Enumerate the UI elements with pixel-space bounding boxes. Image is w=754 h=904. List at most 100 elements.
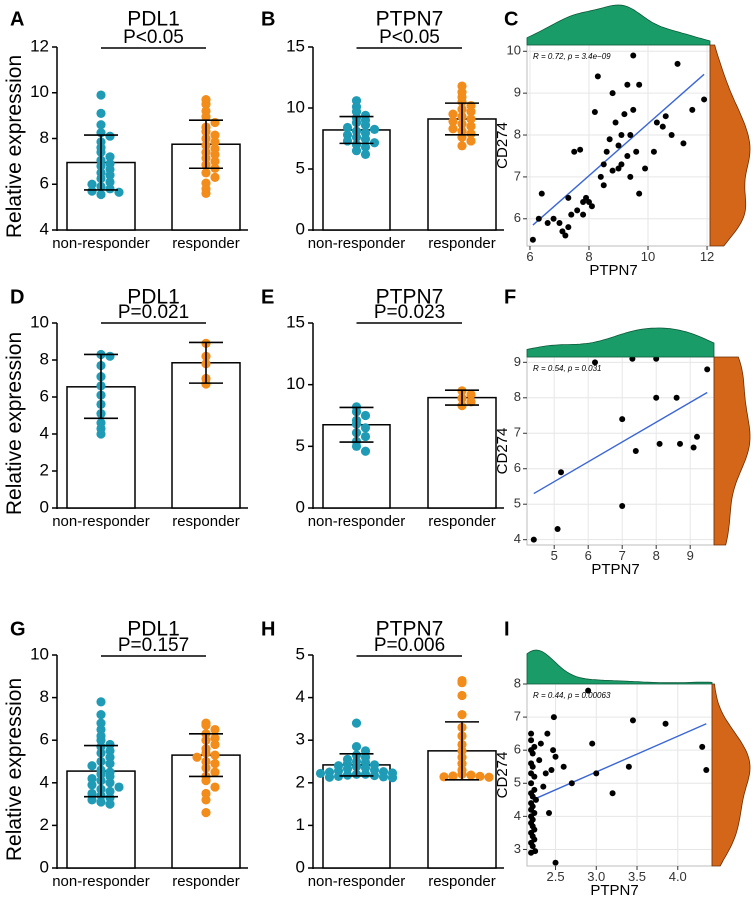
chart-title: PTPN7 [376,286,444,309]
scatter-point [577,146,584,153]
scatter-point [630,52,637,59]
data-point [324,772,335,782]
data-point [105,746,115,756]
panel-c: C 6 8 10 12 6 7 8 9 10 PTPN7 CD274 R = 0.72, p = 3.4… [494,4,751,279]
scatter-point [568,211,575,218]
x-tick-label: 9 [687,548,694,563]
panel-letter: G [10,618,26,640]
data-point [466,107,476,117]
correlation-annotation: R = 0.72, p = 3.4e−09 [533,52,611,61]
scatter-point [677,440,683,447]
scatter-point [585,687,592,694]
scatter-point [531,836,538,843]
data-point [457,690,467,701]
scatter-point [662,720,669,727]
data-point [457,141,467,151]
y-axis-label: CD274 [494,122,511,169]
panel-letter: F [504,286,516,308]
data-point [114,782,124,792]
data-point [448,116,458,127]
plot-area [526,683,713,867]
scatter-point [653,119,660,126]
scatter-point [627,132,634,139]
y-tick-label: 6 [40,730,49,749]
chart-title: PDL1 [127,8,180,31]
data-point [342,764,353,774]
data-point [96,90,106,100]
scatter-point [580,211,587,218]
y-tick-label: 6 [40,386,49,405]
x-category-label: non-responder [52,873,150,890]
scatter-point [600,161,607,168]
scatter-point [619,416,626,423]
data-point [105,759,115,769]
data-point [360,120,371,130]
scatter-point [558,469,564,476]
data-point [342,770,353,780]
y-tick-label: 4 [514,808,521,823]
scatter-point [532,848,539,855]
scatter-point [662,113,669,120]
scatter-point [609,167,616,174]
regression-line [532,723,707,801]
y-density-curve [711,683,751,867]
chart-title: PTPN7 [376,618,444,641]
scatter-point [642,165,649,172]
y-tick-label: 9 [514,85,521,100]
scatter-point [532,796,539,803]
y-tick-label: 8 [40,687,49,706]
scatter-point [701,96,708,103]
data-point [87,780,97,790]
scatter-point [615,165,622,172]
data-point [360,410,371,421]
scatter-point [673,394,680,401]
scatter-point [689,106,696,113]
data-point [105,170,115,180]
x-category-label: responder [172,235,240,252]
scatter-point [680,140,687,147]
scatter-point [528,730,535,737]
p-value-label: P=0.006 [374,635,445,656]
data-point [87,186,97,196]
scatter-point [703,767,710,774]
data-point [360,149,371,159]
data-point [466,129,476,139]
scatter-point [629,717,636,724]
x-tick-label: 8 [585,249,592,264]
scatter-point [609,790,616,797]
data-point [466,770,476,780]
data-point [201,808,211,818]
scatter-point [544,219,551,226]
scatter-point [589,740,596,747]
data-point [315,768,326,779]
scatter-point [694,433,700,440]
scatter-point [699,743,706,750]
data-point [466,121,476,131]
regression-line [532,73,705,226]
data-point [360,769,371,779]
data-point [369,138,380,148]
y-tick-label: 12 [30,36,49,55]
data-point [342,122,353,133]
scatter-point [618,161,625,168]
x-density-curve [526,327,715,358]
scatter-point [568,780,575,787]
data-point [466,136,476,146]
scatter-point [528,780,535,787]
x-tick-label: 5 [551,548,558,563]
y-tick-label: 9 [514,354,521,369]
data-point [360,423,371,433]
data-point [105,131,115,141]
scatter-point [597,173,604,180]
data-point [210,759,220,769]
scatter-point [650,148,657,155]
data-point [87,761,97,771]
correlation-annotation: R = 0.54, p = 0.031 [533,364,602,373]
scatter-point [529,763,536,770]
data-point [210,767,220,777]
x-tick-label: 8 [653,548,660,563]
scatter-point [529,803,536,810]
scatter-point [591,109,598,115]
